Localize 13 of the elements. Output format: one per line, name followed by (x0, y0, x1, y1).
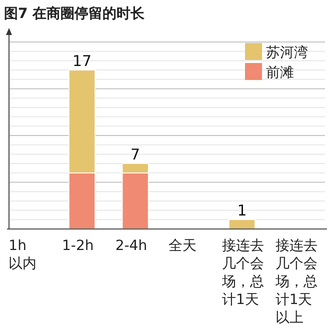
legend-label: 苏河湾 (266, 45, 308, 61)
legend-label: 前滩 (266, 65, 294, 81)
x-tick-label: 2-4h (115, 238, 148, 254)
annotation: 1 (237, 202, 247, 220)
chart-title: 图7 在商圈停留的时长 (4, 5, 146, 22)
annotation: 17 (72, 52, 92, 70)
x-tick-label: 接连去几个会场，总计1天以上 (274, 238, 318, 326)
x-tick-label: 接连去几个会场，总计1天 (221, 238, 264, 308)
x-tick-label: 1h以内 (8, 238, 37, 272)
x-tick-label: 全天 (168, 238, 197, 254)
x-tick-label: 1-2h (62, 238, 94, 254)
bar (228, 219, 256, 230)
annotation: 7 (130, 146, 140, 164)
